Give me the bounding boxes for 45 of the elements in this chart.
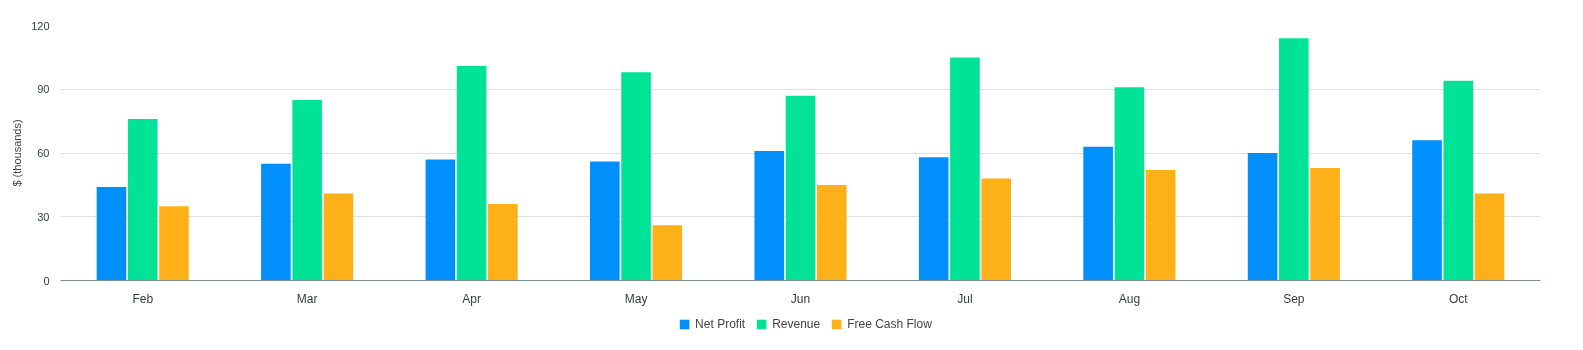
x-tick-label: Mar: [296, 291, 318, 306]
legend-label: Revenue: [772, 317, 821, 331]
bar: [1474, 193, 1505, 281]
x-tick-label: Jul: [957, 291, 973, 306]
y-tick-label: 120: [31, 19, 50, 32]
bar: [425, 159, 456, 281]
bar: [1247, 153, 1278, 281]
bar: [96, 187, 127, 281]
y-tick-label: 0: [43, 274, 50, 287]
y-tick-label: 30: [37, 210, 50, 223]
bar: [652, 225, 683, 281]
bar: [261, 163, 291, 281]
x-tick-label: Jun: [790, 291, 811, 306]
bar: [1443, 80, 1474, 281]
bar: [1412, 140, 1442, 281]
bar: [950, 57, 980, 281]
legend-label: Net Profit: [695, 317, 746, 331]
bar: [981, 178, 1011, 281]
x-tick-label: Feb: [132, 291, 154, 306]
bar: [590, 161, 620, 281]
bar: [292, 99, 322, 281]
bar: [1145, 170, 1176, 281]
bar: [816, 184, 847, 281]
bar: [1083, 146, 1113, 281]
bar: [488, 204, 518, 281]
bar: [159, 206, 189, 281]
x-tick-label: Apr: [462, 291, 481, 306]
x-tick-label: Sep: [1283, 291, 1305, 306]
bar: [1310, 167, 1340, 281]
bar: [456, 65, 487, 281]
x-tick-label: May: [624, 291, 648, 306]
bar: [621, 72, 651, 281]
y-tick-label: 90: [37, 83, 50, 96]
legend-label: Free Cash Flow: [847, 317, 932, 331]
x-tick-label: Oct: [1448, 291, 1469, 306]
x-tick-label: Aug: [1118, 291, 1141, 306]
bar: [754, 150, 785, 281]
bar: [127, 119, 158, 281]
y-axis-title: $ (thousands): [11, 119, 24, 187]
bar: [323, 193, 354, 281]
bar: [918, 157, 949, 281]
bar: [785, 95, 816, 281]
bar: [1114, 87, 1145, 281]
y-tick-label: 60: [37, 147, 50, 159]
bar: [1279, 38, 1309, 281]
